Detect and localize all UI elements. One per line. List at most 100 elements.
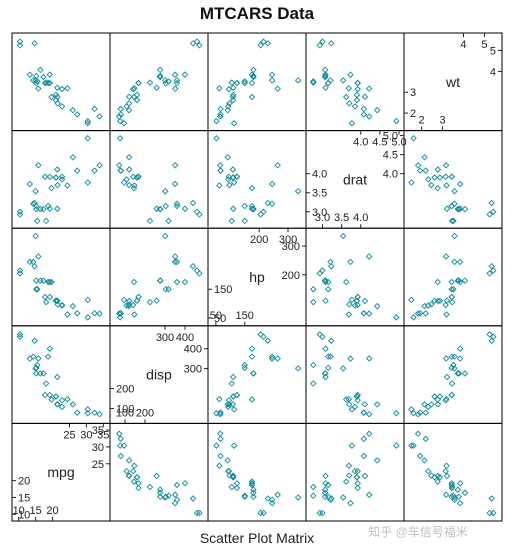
- data-point: [448, 202, 455, 210]
- data-point: [414, 410, 422, 418]
- data-point: [46, 345, 54, 352]
- data-point: [408, 442, 415, 449]
- data-point: [321, 489, 329, 496]
- data-point: [16, 267, 24, 274]
- data-point: [161, 232, 169, 240]
- data-point: [84, 117, 91, 125]
- data-point: [451, 232, 458, 240]
- data-point: [213, 117, 220, 125]
- data-point: [373, 457, 381, 464]
- data-point: [322, 472, 329, 480]
- tick-label-bottom: 2: [419, 115, 425, 127]
- data-point: [32, 187, 39, 195]
- panel-border: [11, 130, 111, 229]
- data-point: [348, 406, 356, 413]
- data-point: [171, 253, 179, 260]
- data-point: [115, 310, 123, 317]
- data-point: [156, 205, 164, 213]
- data-point: [46, 391, 54, 399]
- data-point: [486, 331, 493, 338]
- tick-label-bottom: 4.0: [353, 212, 368, 224]
- data-point: [416, 310, 424, 317]
- data-point: [342, 278, 350, 286]
- data-point: [436, 297, 444, 304]
- data-point: [324, 79, 332, 87]
- data-point: [248, 345, 256, 352]
- x-axis-label: Scatter Plot Matrix: [200, 530, 314, 546]
- data-point: [294, 494, 302, 501]
- variable-name-disp: disp: [146, 367, 172, 383]
- data-point: [42, 380, 50, 387]
- tick-label-right: 30: [92, 442, 104, 454]
- data-point: [233, 79, 241, 87]
- data-point: [268, 180, 276, 188]
- data-point: [353, 474, 361, 481]
- panel-drat-vs-wt: [305, 32, 405, 132]
- data-point: [156, 489, 164, 496]
- data-point: [40, 73, 47, 81]
- data-point: [131, 311, 138, 318]
- data-point: [354, 467, 361, 475]
- data-point: [117, 167, 124, 174]
- data-point: [171, 85, 179, 92]
- data-point: [456, 180, 464, 188]
- data-point: [229, 166, 237, 173]
- data-point: [173, 200, 181, 208]
- data-point: [319, 333, 326, 341]
- data-point: [189, 40, 197, 47]
- data-point: [230, 120, 238, 127]
- data-point: [456, 480, 464, 487]
- data-point: [461, 489, 469, 496]
- data-point: [84, 179, 91, 186]
- data-point: [257, 42, 264, 49]
- data-point: [324, 285, 332, 293]
- panel-border: [11, 32, 111, 132]
- data-point: [347, 355, 354, 362]
- data-point: [373, 106, 381, 114]
- data-point: [84, 314, 91, 321]
- data-point: [342, 478, 350, 485]
- data-point: [171, 491, 179, 499]
- data-point: [189, 495, 197, 502]
- data-point: [354, 79, 361, 87]
- data-point: [434, 184, 441, 192]
- tick-label-left: 10: [18, 509, 30, 521]
- data-point: [217, 452, 224, 460]
- data-point: [217, 105, 224, 113]
- tick-label-top: 400: [176, 332, 194, 344]
- data-point: [260, 333, 267, 341]
- tick-label-top: 300: [279, 234, 297, 246]
- data-point: [181, 205, 189, 212]
- data-point: [233, 484, 241, 492]
- data-point: [241, 217, 248, 225]
- tick-label-top: 25: [63, 429, 75, 441]
- data-point: [354, 484, 361, 492]
- data-point: [442, 397, 449, 404]
- data-point: [216, 182, 223, 189]
- variable-name-mpg: mpg: [47, 464, 74, 480]
- tick-label-left: 100: [116, 403, 134, 415]
- data-point: [135, 293, 142, 301]
- data-point: [216, 462, 223, 470]
- data-point: [52, 393, 60, 400]
- data-point: [310, 483, 317, 491]
- data-point: [115, 162, 123, 169]
- data-point: [189, 199, 197, 207]
- data-point: [360, 310, 368, 317]
- data-point: [351, 467, 359, 475]
- data-point: [46, 79, 54, 87]
- data-point: [135, 173, 142, 180]
- data-point: [224, 401, 231, 408]
- data-point: [250, 489, 257, 496]
- data-point: [129, 467, 137, 475]
- data-point: [46, 293, 54, 301]
- data-point: [241, 78, 248, 85]
- data-point: [365, 253, 373, 260]
- data-point: [448, 484, 455, 492]
- data-point: [156, 277, 164, 284]
- data-point: [250, 72, 257, 80]
- data-point: [456, 278, 464, 286]
- data-point: [321, 277, 329, 284]
- data-point: [456, 345, 464, 352]
- data-point: [416, 167, 424, 174]
